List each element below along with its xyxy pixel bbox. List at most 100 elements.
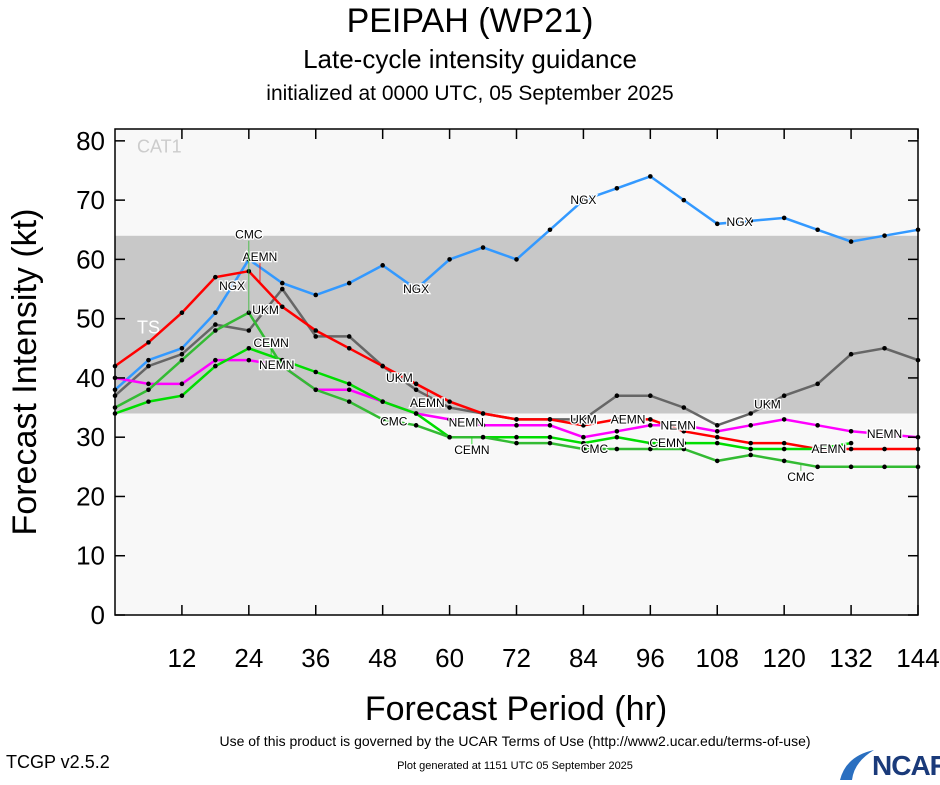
data-point-ngx xyxy=(547,227,553,233)
data-point-ukm xyxy=(648,393,653,399)
data-point-cmc xyxy=(146,387,151,393)
data-point-ngx xyxy=(413,286,419,292)
data-point-cmc xyxy=(614,446,620,452)
data-point-aemn xyxy=(313,328,319,333)
series-label-ngx: NGX xyxy=(219,279,245,293)
x-tick-label: 24 xyxy=(234,643,263,673)
x-tick-label: 60 xyxy=(435,643,464,673)
data-point-aemn xyxy=(781,440,787,446)
data-point-ukm xyxy=(748,411,754,416)
x-tick-label: 120 xyxy=(762,643,805,673)
series-label-ngx: NGX xyxy=(570,193,596,207)
data-point-aemn xyxy=(380,363,385,369)
data-point-cmc xyxy=(213,328,218,333)
series-label-cemn: CEMN xyxy=(649,436,684,450)
y-tick-label: 20 xyxy=(76,481,105,511)
series-label-nemn: NEMN xyxy=(449,415,484,429)
data-point-cemn xyxy=(413,411,419,416)
data-point-cemn xyxy=(313,369,319,375)
data-point-cemn xyxy=(514,434,519,440)
data-point-cmc xyxy=(848,464,854,470)
data-point-ngx xyxy=(714,221,720,227)
series-label-cmc: CMC xyxy=(787,470,815,484)
data-point-cemn xyxy=(179,393,185,399)
data-point-ukm xyxy=(848,351,854,357)
data-point-ukm xyxy=(681,405,687,410)
chart-subtitle: Late-cycle intensity guidance xyxy=(303,44,637,74)
data-point-aemn xyxy=(748,440,754,446)
x-tick-label: 132 xyxy=(829,643,872,673)
y-tick-label: 70 xyxy=(76,185,105,215)
init-time: initialized at 0000 UTC, 05 September 20… xyxy=(266,82,674,105)
x-tick-label: 36 xyxy=(301,643,330,673)
x-tick-label: 96 xyxy=(636,643,665,673)
series-label-aemn: AEMN xyxy=(811,442,846,456)
data-point-ukm xyxy=(815,381,820,387)
y-tick-label: 10 xyxy=(76,541,105,571)
data-point-cmc xyxy=(447,434,452,440)
data-point-ngx xyxy=(614,185,620,191)
band-ts xyxy=(115,235,918,414)
data-point-nemn xyxy=(581,434,586,440)
data-point-cemn xyxy=(146,399,151,404)
data-point-ngx xyxy=(179,345,185,351)
data-point-ngx xyxy=(313,292,319,298)
data-point-aemn xyxy=(547,417,553,422)
data-point-cemn xyxy=(614,434,620,440)
data-point-nemn xyxy=(815,423,820,428)
data-point-ngx xyxy=(514,257,519,262)
data-point-cmc xyxy=(648,446,653,452)
ncar-logo: NCAR xyxy=(836,748,940,781)
y-tick-label: 80 xyxy=(76,126,105,156)
generated-time: Plot generated at 1151 UTC 05 September … xyxy=(397,760,633,772)
data-point-cmc xyxy=(748,452,754,458)
series-label-cmc: CMC xyxy=(581,442,609,456)
data-point-ukm xyxy=(346,334,352,339)
data-point-nemn xyxy=(848,428,854,434)
data-point-aemn xyxy=(648,417,653,422)
y-axis-label: Forecast Intensity (kt) xyxy=(6,209,44,536)
data-point-nemn xyxy=(146,381,151,387)
data-point-cmc xyxy=(681,446,687,452)
data-point-cmc xyxy=(313,387,319,393)
data-point-ukm xyxy=(413,387,419,393)
data-point-aemn xyxy=(179,310,185,316)
data-point-nemn xyxy=(781,417,787,422)
data-point-aemn xyxy=(279,304,285,310)
data-point-cemn xyxy=(848,440,854,446)
data-point-nemn xyxy=(346,387,352,393)
data-point-cemn xyxy=(213,363,218,369)
data-point-ukm xyxy=(714,423,720,428)
data-point-aemn xyxy=(514,417,519,422)
x-axis-label: Forecast Period (hr) xyxy=(365,690,667,728)
data-point-nemn xyxy=(614,428,620,434)
data-point-ngx xyxy=(447,257,452,262)
data-point-ukm xyxy=(146,363,151,369)
series-label-ngx: NGX xyxy=(727,215,753,229)
data-point-aemn xyxy=(882,446,887,452)
data-point-ngx xyxy=(213,310,218,316)
data-point-nemn xyxy=(213,357,218,363)
data-point-aemn xyxy=(413,381,419,387)
data-point-cmc xyxy=(246,310,252,316)
data-point-aemn xyxy=(480,411,486,416)
data-point-cmc xyxy=(815,464,820,470)
band-cat1 xyxy=(115,129,918,236)
data-point-ngx xyxy=(882,233,887,238)
data-point-ukm xyxy=(614,393,620,399)
data-point-nemn xyxy=(648,423,653,428)
data-point-nemn xyxy=(246,357,252,363)
series-label-ukm: UKM xyxy=(570,412,597,426)
series-label-aemn: AEMN xyxy=(410,396,445,410)
terms-of-use: Use of this product is governed by the U… xyxy=(219,733,811,749)
data-point-ukm xyxy=(246,328,252,333)
y-tick-label: 0 xyxy=(91,600,105,630)
band-label-cat1: CAT1 xyxy=(137,137,182,157)
data-point-ngx xyxy=(346,280,352,286)
data-point-cmc xyxy=(480,434,486,440)
series-label-nemn: NEMN xyxy=(867,427,902,441)
ncar-logo-text: NCAR xyxy=(872,750,940,781)
data-point-aemn xyxy=(614,417,620,422)
data-point-cemn xyxy=(581,440,586,446)
